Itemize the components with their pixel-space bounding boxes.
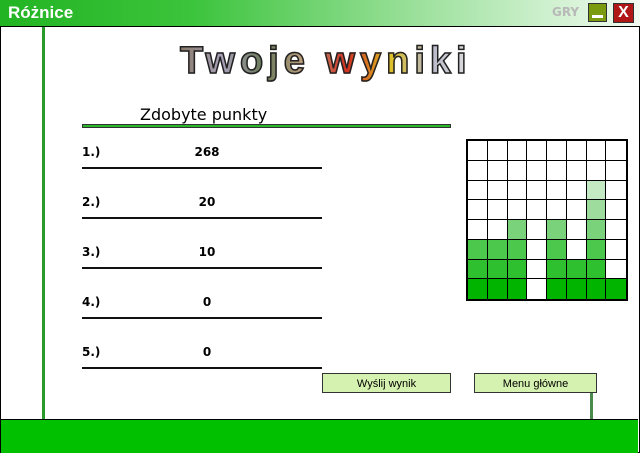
- grid-cell: [527, 220, 547, 240]
- grid-cell: [547, 160, 567, 181]
- score-row: 1.) 268: [82, 143, 322, 169]
- grid-cell: [606, 141, 626, 161]
- submit-score-button[interactable]: Wyślij wynik: [322, 373, 451, 393]
- grid-cell: [507, 141, 528, 161]
- grid-cell: [547, 259, 567, 280]
- grid-cell: [606, 260, 626, 280]
- grid-cell: [547, 180, 567, 201]
- grid-cell: [487, 279, 508, 299]
- grid-cell: [586, 279, 607, 299]
- grid-cell: [507, 259, 528, 280]
- grid-cell: [527, 180, 547, 201]
- window-title: Różnice: [8, 3, 74, 22]
- score-value: 20: [198, 195, 216, 209]
- grid-cell: [507, 160, 528, 181]
- score-value: 10: [198, 245, 216, 259]
- grid-cell: [566, 200, 587, 220]
- main-menu-button[interactable]: Menu główne: [474, 373, 597, 393]
- grid-cell: [507, 200, 528, 220]
- grid-cell: [606, 240, 626, 260]
- grid-cell: [566, 160, 587, 181]
- grid-cell: [468, 239, 488, 260]
- grid-cell: [566, 220, 587, 240]
- score-row: 4.) 0: [82, 293, 322, 319]
- grid-cell: [586, 200, 607, 220]
- grid-cell: [468, 141, 488, 161]
- grid-cell: [468, 160, 488, 181]
- grid-cell: [487, 259, 508, 280]
- grid-cell: [487, 200, 508, 220]
- grid-cell: [586, 239, 607, 260]
- divider: [42, 27, 45, 419]
- grid-cell: [487, 239, 508, 260]
- grid-cell: [468, 200, 488, 220]
- grid-cell: [547, 141, 567, 161]
- score-rank: 1.): [82, 145, 101, 159]
- scores-header: Zdobyte punkty: [140, 105, 268, 124]
- score-rank: 5.): [82, 345, 101, 359]
- grid-cell: [527, 200, 547, 220]
- grid-cell: [566, 259, 587, 280]
- close-button[interactable]: X: [613, 3, 634, 23]
- grid-cell: [566, 141, 587, 161]
- title-bar: Różnice GRY X: [0, 0, 640, 27]
- grid-cell: [606, 220, 626, 240]
- grid-cell: [507, 239, 528, 260]
- grid-cell: [586, 180, 607, 201]
- score-value: 268: [194, 145, 220, 159]
- grid-cell: [586, 259, 607, 280]
- grid-cell: [566, 239, 587, 260]
- grid-cell: [586, 160, 607, 181]
- grid-cell: [547, 220, 567, 240]
- grid-cell: [507, 220, 528, 240]
- grid-cell: [586, 220, 607, 240]
- grid-cell: [547, 239, 567, 260]
- minimize-button[interactable]: [588, 3, 607, 22]
- grid-cell: [606, 279, 626, 299]
- grid-cell: [487, 180, 508, 201]
- grid-cell: [527, 160, 547, 181]
- grid-cell: [468, 220, 488, 240]
- grid-cell: [606, 161, 626, 181]
- grid-cell: [507, 180, 528, 201]
- score-row: 2.) 20: [82, 193, 322, 219]
- grid-cell: [468, 279, 488, 299]
- grid-cell: [527, 259, 547, 280]
- footer-bar: [1, 419, 638, 453]
- grid-cell: [487, 160, 508, 181]
- divider: [590, 392, 593, 419]
- grid-cell: [547, 279, 567, 299]
- grid-cell: [468, 259, 488, 280]
- grid-cell: [487, 141, 508, 161]
- score-value: 0: [202, 345, 212, 359]
- grid-cell: [586, 141, 607, 161]
- grid-cell: [606, 200, 626, 220]
- grid-cell: [606, 181, 626, 201]
- grid-cell: [527, 141, 547, 161]
- grid-cell: [547, 200, 567, 220]
- score-row: 5.) 0: [82, 343, 322, 369]
- score-row: 3.) 10: [82, 243, 322, 269]
- grid-cell: [507, 279, 528, 299]
- grid-cell: [566, 279, 587, 299]
- header-underline: [82, 124, 451, 128]
- score-rank: 2.): [82, 195, 101, 209]
- grid-cell: [487, 220, 508, 240]
- score-grid: [466, 139, 628, 301]
- grid-cell: [468, 180, 488, 201]
- grid-cell: [566, 180, 587, 201]
- score-rank: 3.): [82, 245, 101, 259]
- page-title: Twoje wyniki: [179, 39, 472, 83]
- grid-cell: [527, 239, 547, 260]
- score-rank: 4.): [82, 295, 101, 309]
- logo-badge: GRY: [552, 5, 580, 19]
- score-value: 0: [202, 295, 212, 309]
- grid-cell: [527, 279, 547, 299]
